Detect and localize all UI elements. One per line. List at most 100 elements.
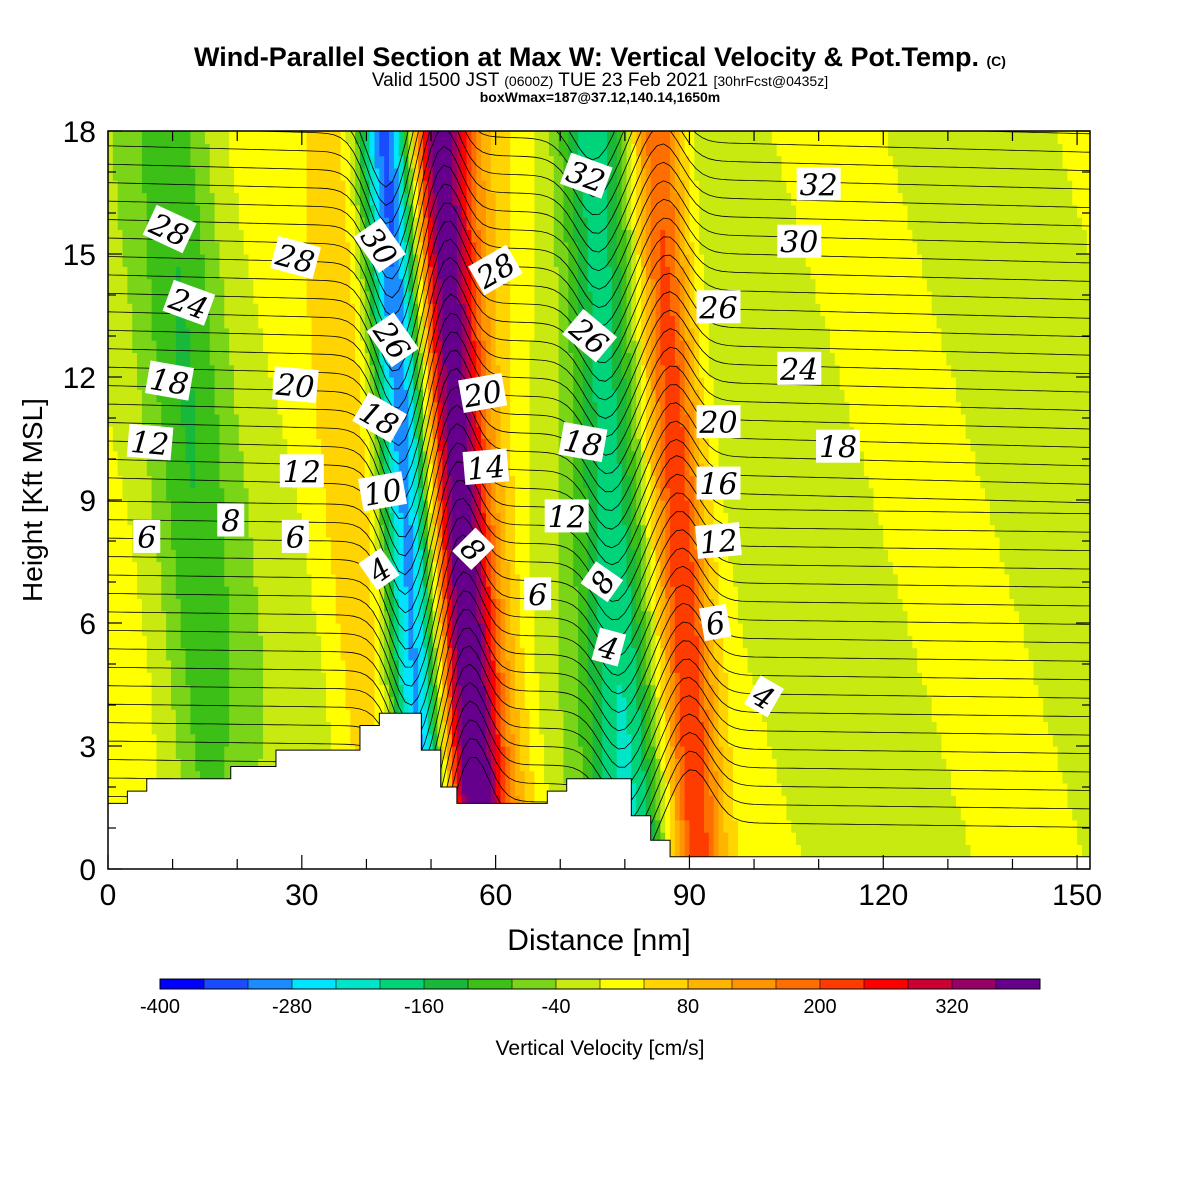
velocity-cell	[437, 463, 443, 476]
velocity-cell	[112, 352, 119, 366]
velocity-cell	[175, 500, 182, 513]
velocity-cell	[175, 623, 182, 636]
velocity-cell	[330, 167, 337, 181]
velocity-cell	[330, 623, 337, 636]
velocity-cell	[166, 549, 172, 563]
velocity-cell	[461, 290, 468, 304]
velocity-cell	[330, 352, 337, 366]
velocity-cell	[398, 303, 405, 317]
velocity-cell	[296, 192, 303, 206]
velocity-cell	[214, 204, 221, 218]
velocity-cell	[248, 377, 254, 390]
velocity-cell	[379, 647, 385, 661]
velocity-cell	[151, 500, 158, 513]
velocity-cell	[330, 561, 337, 575]
velocity-cell	[311, 352, 317, 366]
velocity-cell	[282, 733, 288, 747]
velocity-cell	[219, 167, 225, 181]
velocity-cell	[166, 623, 172, 636]
velocity-cell	[108, 746, 114, 759]
velocity-cell	[326, 303, 332, 317]
velocity-cell	[466, 573, 473, 587]
velocity-cell	[345, 586, 351, 599]
velocity-cell	[505, 758, 511, 772]
velocity-cell	[321, 303, 327, 317]
velocity-cell	[481, 573, 487, 587]
velocity-cell	[321, 290, 327, 304]
velocity-cell	[452, 229, 458, 243]
velocity-cell	[272, 536, 279, 550]
velocity-cell	[209, 303, 216, 317]
velocity-cell	[389, 303, 395, 317]
velocity-cell	[146, 549, 153, 563]
velocity-cell	[340, 586, 347, 599]
velocity-cell	[287, 561, 293, 575]
velocity-cell	[301, 598, 308, 612]
velocity-cell	[311, 290, 317, 304]
velocity-cell	[364, 586, 371, 599]
velocity-cell	[233, 241, 240, 255]
velocity-cell	[282, 290, 288, 304]
velocity-cell	[447, 561, 453, 575]
velocity-cell	[214, 315, 221, 329]
velocity-cell	[209, 401, 216, 415]
velocity-cell	[316, 561, 322, 575]
velocity-cell	[316, 364, 322, 378]
velocity-cell	[122, 401, 128, 415]
velocity-cell	[137, 204, 143, 218]
velocity-cell	[200, 623, 206, 636]
velocity-cell	[195, 229, 201, 243]
velocity-cell	[127, 377, 133, 390]
velocity-cell	[263, 635, 269, 649]
velocity-cell	[219, 598, 225, 612]
velocity-cell	[301, 610, 308, 624]
velocity-cell	[461, 426, 468, 440]
velocity-cell	[243, 426, 250, 440]
velocity-cell	[282, 327, 288, 341]
velocity-cell	[287, 340, 293, 353]
velocity-cell	[175, 733, 182, 747]
velocity-cell	[219, 229, 225, 243]
velocity-cell	[170, 524, 177, 538]
velocity-cell	[408, 192, 414, 206]
velocity-cell	[345, 598, 351, 612]
velocity-cell	[219, 647, 225, 661]
velocity-cell	[243, 303, 250, 317]
velocity-cell	[219, 254, 225, 267]
velocity-cell	[418, 241, 424, 255]
velocity-cell	[209, 192, 216, 206]
velocity-cell	[345, 500, 351, 513]
velocity-cell	[359, 180, 366, 194]
velocity-cell	[229, 143, 235, 157]
velocity-cell	[141, 315, 148, 329]
velocity-cell	[413, 623, 419, 636]
velocity-cell	[326, 241, 332, 255]
velocity-cell	[108, 561, 114, 575]
velocity-cell	[214, 192, 221, 206]
velocity-cell	[127, 241, 133, 255]
velocity-cell	[461, 413, 468, 427]
velocity-cell	[485, 586, 492, 599]
velocity-cell	[146, 413, 153, 427]
velocity-cell	[466, 364, 473, 378]
velocity-cell	[122, 512, 128, 526]
velocity-cell	[481, 500, 487, 513]
velocity-cell	[117, 463, 124, 476]
velocity-cell	[364, 635, 371, 649]
velocity-cell	[204, 266, 211, 280]
velocity-cell	[485, 500, 492, 513]
velocity-cell	[452, 561, 458, 575]
velocity-cell	[461, 598, 468, 612]
velocity-cell	[166, 352, 172, 366]
velocity-cell	[166, 131, 172, 144]
velocity-cell	[471, 180, 477, 194]
velocity-cell	[292, 167, 298, 181]
velocity-cell	[432, 709, 439, 722]
velocity-cell	[170, 672, 177, 686]
velocity-cell	[146, 573, 153, 587]
velocity-cell	[389, 377, 395, 390]
velocity-cell	[277, 733, 284, 747]
velocity-cell	[204, 327, 211, 341]
velocity-cell	[490, 758, 497, 772]
